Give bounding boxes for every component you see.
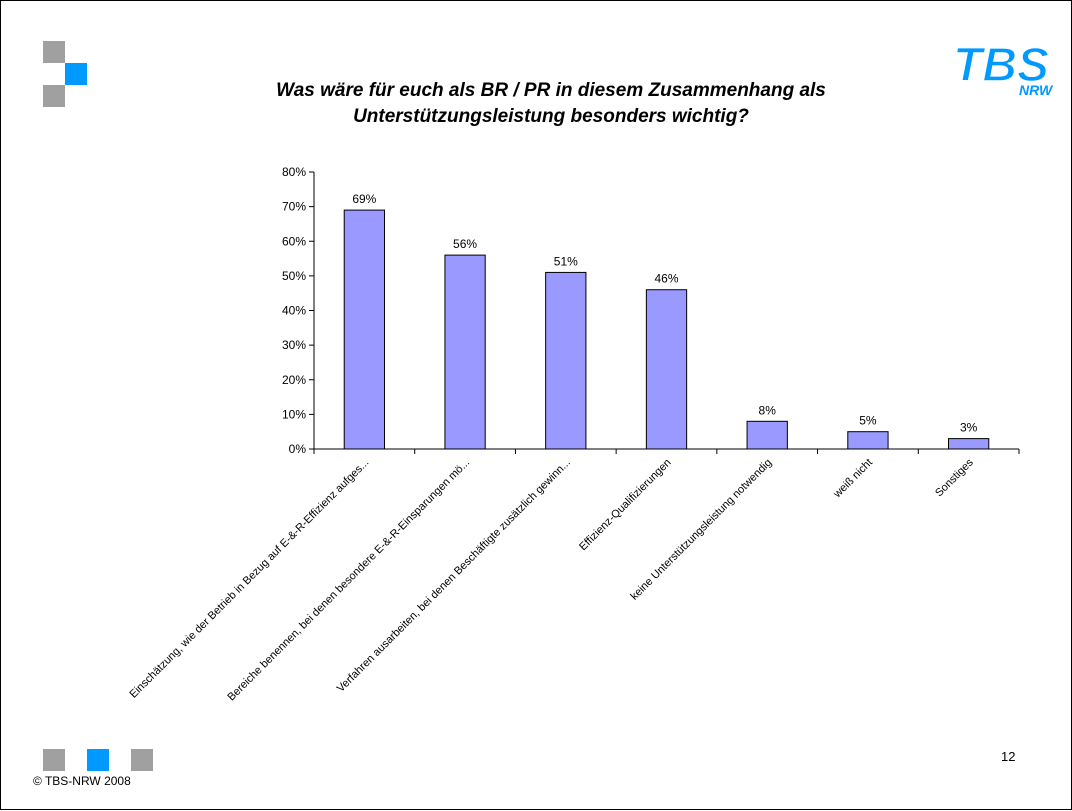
data-label: 5% — [859, 414, 877, 428]
tbs-nrw-logo: TBS NRW — [952, 33, 1054, 103]
footer-square-right — [131, 749, 153, 771]
y-tick-label: 20% — [282, 373, 306, 387]
deco-square-top — [43, 41, 65, 63]
y-tick-label: 30% — [282, 338, 306, 352]
y-tick-label: 60% — [282, 234, 306, 248]
chart-title: Was wäre für euch als BR / PR in diesem … — [181, 78, 921, 130]
y-tick-label: 0% — [289, 442, 307, 456]
title-line-2: Unterstützungsleistung besonders wichtig… — [353, 106, 749, 127]
bar — [343, 209, 386, 450]
svg-text:TBS: TBS — [953, 39, 1049, 92]
deco-square-blue — [65, 63, 87, 85]
title-line-1: Was wäre für euch als BR / PR in diesem … — [276, 80, 826, 101]
y-tick-label: 10% — [282, 407, 306, 421]
y-tick-label: 70% — [282, 200, 306, 214]
svg-text:NRW: NRW — [1019, 82, 1053, 98]
data-label: 46% — [654, 272, 678, 286]
data-label: 69% — [352, 192, 376, 206]
x-tick-label: Bereiche benennen, bei denen besondere E… — [225, 457, 472, 704]
y-tick-label: 50% — [282, 269, 306, 283]
bar — [847, 431, 889, 450]
bar — [545, 271, 587, 450]
deco-square-bottom — [43, 85, 65, 107]
x-tick-label: Effizienz-Qualifizierungen — [577, 457, 674, 554]
bar — [948, 438, 990, 450]
data-label: 3% — [960, 421, 978, 435]
x-tick-label: Einschätzung, wie der Betrieb in Bezug a… — [128, 457, 372, 701]
bar — [645, 289, 688, 450]
data-label: 51% — [554, 254, 578, 268]
footer-square-left — [43, 749, 65, 771]
x-tick-label: weiß nicht — [831, 457, 875, 501]
y-tick-label: 40% — [282, 304, 306, 318]
data-label: 8% — [759, 403, 777, 417]
bar — [444, 254, 486, 450]
copyright-text: © TBS-NRW 2008 — [33, 774, 131, 788]
page-number: 12 — [1001, 749, 1016, 764]
x-tick-label: Sonstiges — [933, 456, 976, 499]
data-label: 56% — [453, 237, 477, 251]
footer-square-blue — [87, 749, 109, 771]
x-tick-label: Verfahren ausarbeiten, bei denen Beschäf… — [335, 457, 573, 695]
y-tick-label: 80% — [282, 165, 306, 179]
bar — [746, 420, 788, 450]
